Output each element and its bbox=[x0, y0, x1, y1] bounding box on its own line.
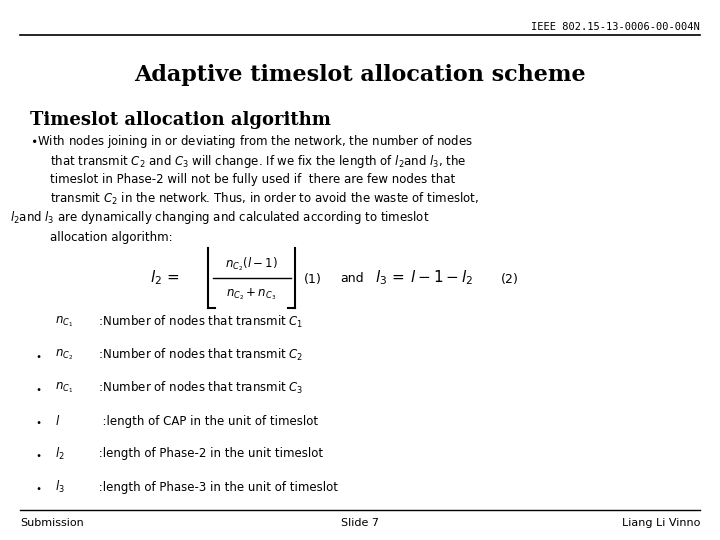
Text: $\bullet$: $\bullet$ bbox=[35, 350, 41, 360]
Text: $\mathit{l}_2$and $\mathit{l}_3$ are dynamically changing and calculated accordi: $\mathit{l}_2$and $\mathit{l}_3$ are dyn… bbox=[10, 210, 430, 226]
Text: and: and bbox=[340, 272, 364, 285]
Text: $\bullet$With nodes joining in or deviating from the network, the number of node: $\bullet$With nodes joining in or deviat… bbox=[30, 133, 473, 151]
Text: Submission: Submission bbox=[20, 518, 84, 528]
Text: :length of Phase-3 in the unit of timeslot: :length of Phase-3 in the unit of timesl… bbox=[95, 481, 338, 494]
Text: $\mathit{l}_3$: $\mathit{l}_3$ bbox=[55, 479, 65, 495]
Text: Timeslot allocation algorithm: Timeslot allocation algorithm bbox=[30, 111, 331, 129]
Text: $\bullet$: $\bullet$ bbox=[35, 482, 41, 492]
Text: IEEE 802.15-13-0006-00-004N: IEEE 802.15-13-0006-00-004N bbox=[531, 22, 700, 32]
Text: $(2)$: $(2)$ bbox=[500, 271, 518, 286]
Text: $(1)$: $(1)$ bbox=[303, 271, 322, 286]
Text: $n_{C_1}$: $n_{C_1}$ bbox=[55, 315, 73, 329]
Text: $n_{C_1}$: $n_{C_1}$ bbox=[55, 381, 73, 395]
Text: Slide 7: Slide 7 bbox=[341, 518, 379, 528]
Text: $\mathit{l}$: $\mathit{l}$ bbox=[55, 414, 60, 428]
Text: allocation algorithm:: allocation algorithm: bbox=[50, 231, 173, 244]
Text: :length of Phase-2 in the unit timeslot: :length of Phase-2 in the unit timeslot bbox=[95, 448, 323, 461]
Text: $n_{C_2}$: $n_{C_2}$ bbox=[55, 348, 73, 362]
Text: $n_{C_2}(l-1)$: $n_{C_2}(l-1)$ bbox=[225, 255, 277, 273]
Text: $\bullet$: $\bullet$ bbox=[35, 416, 41, 426]
Text: that transmit $C_2$ and $C_3$ will change. If we fix the length of $\mathit{l}_2: that transmit $C_2$ and $C_3$ will chang… bbox=[50, 152, 467, 170]
Text: transmit $C_2$ in the network. Thus, in order to avoid the waste of timeslot,: transmit $C_2$ in the network. Thus, in … bbox=[50, 191, 479, 207]
Text: $n_{C_2}+n_{C_3}$: $n_{C_2}+n_{C_3}$ bbox=[226, 286, 276, 302]
Text: :Number of nodes that transmit $C_1$: :Number of nodes that transmit $C_1$ bbox=[95, 314, 303, 330]
Text: Adaptive timeslot allocation scheme: Adaptive timeslot allocation scheme bbox=[134, 64, 586, 86]
Text: :Number of nodes that transmit $C_2$: :Number of nodes that transmit $C_2$ bbox=[95, 347, 303, 363]
Text: timeslot in Phase-2 will not be fully used if  there are few nodes that: timeslot in Phase-2 will not be fully us… bbox=[50, 173, 455, 186]
Text: $\bullet$: $\bullet$ bbox=[35, 449, 41, 459]
Text: Liang Li Vinno: Liang Li Vinno bbox=[621, 518, 700, 528]
Text: $\mathit{l}_2$: $\mathit{l}_2$ bbox=[55, 446, 65, 462]
Text: :length of CAP in the unit of timeslot: :length of CAP in the unit of timeslot bbox=[95, 415, 318, 428]
Text: :Number of nodes that transmit $C_3$: :Number of nodes that transmit $C_3$ bbox=[95, 380, 303, 396]
Text: $\bullet$: $\bullet$ bbox=[35, 383, 41, 393]
Text: $l_3\,=\,l-1-l_2$: $l_3\,=\,l-1-l_2$ bbox=[375, 268, 474, 287]
Text: $l_2\,=$: $l_2\,=$ bbox=[150, 268, 180, 287]
